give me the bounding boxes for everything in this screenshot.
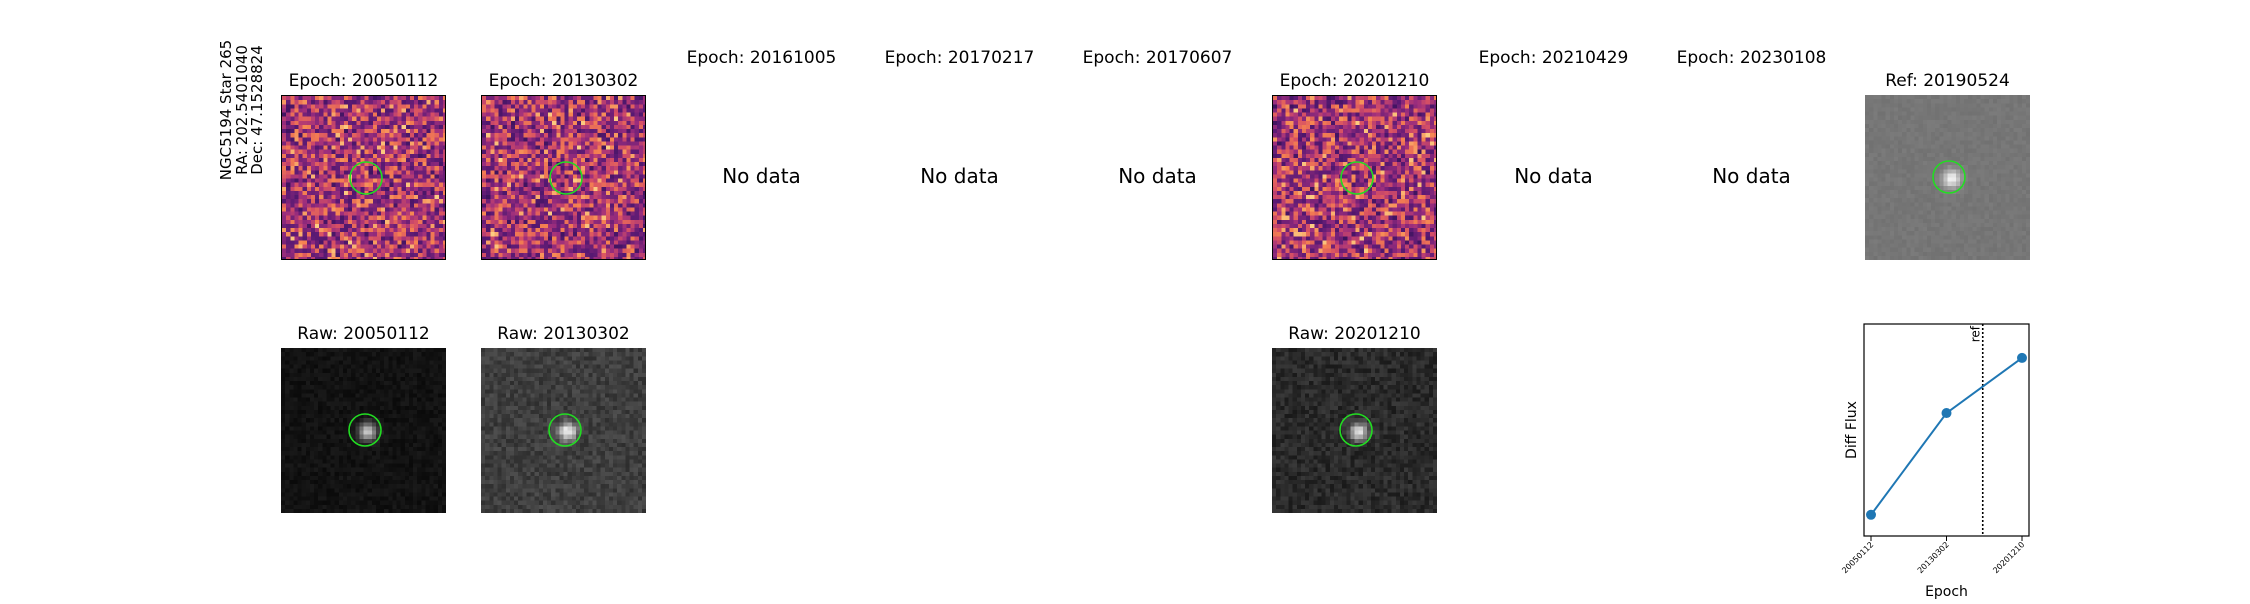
- raw-title: Raw: 20130302: [444, 324, 684, 344]
- x-tick-label: 20050112: [1840, 540, 1875, 575]
- x-tick-label: 20201210: [1991, 540, 2026, 575]
- no-data-label: No data: [1454, 164, 1654, 188]
- no-data-label: No data: [1652, 164, 1852, 188]
- raw-image: [1272, 348, 1437, 513]
- plot-frame: [1864, 324, 2029, 536]
- reference-image: [1865, 95, 2030, 260]
- x-tick-label: 20130302: [1916, 540, 1951, 575]
- epoch-title: Epoch: 20130302: [444, 71, 684, 91]
- star-dec: Dec: 47.1528824: [250, 40, 266, 180]
- no-data-label: No data: [662, 164, 862, 188]
- difference-image: [481, 95, 646, 260]
- y-axis-label: Diff Flux: [1844, 401, 1860, 459]
- raw-image: [281, 348, 446, 513]
- raw-title: Raw: 20201210: [1235, 324, 1475, 344]
- reference-line-label: ref: [1969, 325, 1983, 342]
- ref-title: Ref: 20190524: [1828, 71, 2068, 91]
- data-point: [2017, 353, 2027, 363]
- difference-image: [1272, 95, 1437, 260]
- no-data-label: No data: [860, 164, 1060, 188]
- data-point: [1942, 408, 1952, 418]
- data-point: [1866, 510, 1876, 520]
- epoch-title: Epoch: 20230108: [1632, 48, 1872, 68]
- series-line: [1871, 358, 2022, 515]
- raw-image: [481, 348, 646, 513]
- epoch-title: Epoch: 20170607: [1038, 48, 1278, 68]
- no-data-label: No data: [1058, 164, 1258, 188]
- difference-image: [281, 95, 446, 260]
- x-axis-label: Epoch: [1925, 584, 1968, 600]
- epoch-title: Epoch: 20201210: [1235, 71, 1475, 91]
